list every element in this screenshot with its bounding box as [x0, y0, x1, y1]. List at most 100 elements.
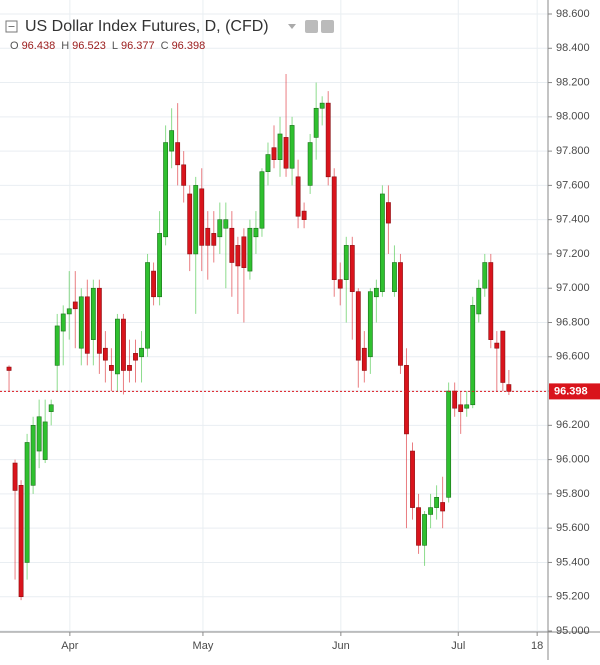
candle-body	[295, 176, 301, 217]
candle-body	[373, 287, 379, 298]
candle-body	[283, 137, 289, 169]
candle-body	[72, 301, 78, 310]
ohlc-key: L	[112, 40, 118, 52]
ohlc-key: H	[61, 40, 69, 52]
dropdown-arrow[interactable]	[288, 24, 296, 29]
candle-body	[470, 305, 476, 406]
candle-body	[301, 210, 307, 220]
candle-body	[211, 233, 217, 246]
x-tick-label: May	[193, 640, 214, 652]
candle-body	[361, 347, 367, 371]
candle-body	[187, 193, 193, 255]
candle-body	[48, 404, 54, 412]
candle-body	[12, 462, 18, 491]
candle-body	[355, 291, 361, 361]
ohlc-key: O	[10, 40, 19, 52]
candle-body	[452, 390, 458, 409]
candle-body	[157, 233, 162, 298]
candle-body	[121, 318, 126, 371]
candle-body	[223, 219, 229, 229]
last-price-tag	[549, 383, 600, 400]
candle-body	[6, 366, 12, 371]
candle-body	[36, 416, 42, 452]
candle-body	[440, 502, 446, 512]
candle-body	[66, 308, 72, 315]
last-price-label: 96.398	[554, 385, 588, 397]
y-tick-label: 95.400	[556, 556, 590, 568]
candle-body	[464, 404, 470, 409]
candle-body	[24, 442, 30, 563]
candle-body	[229, 227, 235, 263]
candle-body	[307, 142, 313, 186]
candle-body	[175, 142, 181, 166]
candle-body	[325, 102, 331, 178]
candle-body	[205, 227, 211, 246]
y-tick-label: 97.800	[556, 145, 590, 157]
candle-body	[446, 390, 452, 498]
y-tick-label: 95.800	[556, 488, 590, 500]
candle-body	[241, 236, 247, 268]
y-tick-label: 97.000	[556, 282, 590, 294]
y-tick-label: 96.200	[556, 419, 590, 431]
x-tick-label: Jul	[451, 640, 465, 652]
candle-body	[277, 133, 283, 160]
candle-body	[337, 279, 343, 289]
y-tick-label: 97.400	[556, 214, 590, 226]
candle-body	[500, 330, 506, 383]
candle-body	[265, 154, 271, 172]
candle-body	[404, 365, 409, 435]
candle-body	[410, 450, 415, 508]
candle-body	[506, 384, 512, 392]
candle-body	[434, 497, 440, 508]
candle-body	[30, 425, 36, 486]
candle-body	[313, 107, 319, 138]
candle-body	[139, 347, 144, 358]
eye-icon[interactable]	[305, 20, 318, 33]
candle-body	[398, 262, 403, 366]
y-tick-label: 95.600	[556, 522, 590, 534]
x-tick-label: Apr	[61, 640, 78, 652]
y-tick-label: 97.200	[556, 248, 590, 260]
chart-title: US Dollar Index Futures, D, (CFD)	[25, 18, 269, 35]
candle-body	[349, 245, 355, 292]
y-tick-label: 98.000	[556, 111, 590, 123]
candle-body	[78, 296, 84, 349]
settings-icon[interactable]	[321, 20, 334, 33]
candle-body	[253, 227, 259, 238]
y-tick-label: 95.200	[556, 591, 590, 603]
ohlc-legend: O 96.438 H 96.523 L 96.377 C 96.398	[10, 40, 205, 52]
candle-body	[102, 347, 108, 361]
ohlc-value: 96.377	[121, 40, 155, 52]
candle-body	[84, 296, 90, 354]
candle-body	[54, 325, 60, 366]
candle-body	[247, 227, 253, 272]
ohlc-value: 96.523	[72, 40, 106, 52]
candle-body	[488, 262, 494, 340]
candle-body	[42, 421, 48, 460]
y-tick-label: 98.200	[556, 76, 590, 88]
candle-body	[199, 188, 205, 246]
candle-body	[289, 125, 295, 169]
y-tick-label: 96.600	[556, 351, 590, 363]
candle-body	[343, 245, 349, 280]
candle-body	[96, 287, 102, 354]
candle-body	[115, 318, 120, 375]
candle-body	[18, 485, 24, 598]
candle-body	[181, 164, 187, 186]
labels: 95.000 95.200 95.400 95.600 95.800 96.000 96.2…	[61, 8, 600, 652]
candle-body	[271, 147, 277, 160]
candle-body	[127, 365, 132, 371]
y-tick-label: 96.800	[556, 316, 590, 328]
candle-body	[145, 262, 150, 349]
ohlc-key: C	[161, 40, 169, 52]
y-tick-label: 97.600	[556, 179, 590, 191]
y-tick-label: 95.000	[556, 625, 590, 637]
candle-body	[416, 507, 421, 546]
candle-body	[60, 313, 66, 332]
candle-body	[259, 171, 265, 229]
candle-body	[163, 142, 169, 238]
candle-body	[392, 262, 397, 292]
candle-body	[428, 507, 433, 515]
